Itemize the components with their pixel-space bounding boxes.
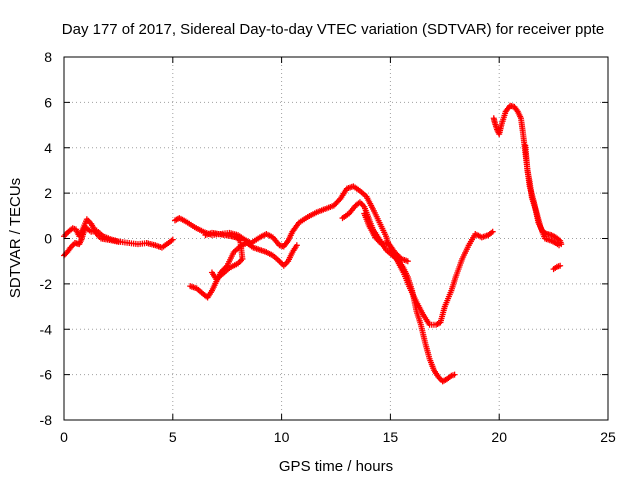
x-tick-label: 0 <box>60 429 68 445</box>
data-point <box>293 242 300 249</box>
y-tick-label: -4 <box>40 321 53 337</box>
data-point <box>451 371 458 378</box>
series-track-g <box>361 210 411 265</box>
series-track-c <box>171 183 496 328</box>
data-point <box>169 236 176 243</box>
x-tick-label: 10 <box>274 429 290 445</box>
series-track-b <box>61 216 122 245</box>
y-tick-label: 8 <box>44 49 52 65</box>
data-point <box>208 269 215 276</box>
series-track-i <box>522 142 563 249</box>
series-track-e <box>202 229 246 283</box>
x-tick-label: 20 <box>491 429 507 445</box>
data-point <box>489 228 496 235</box>
data-point <box>557 262 564 269</box>
series-track-f <box>339 199 458 385</box>
y-tick-label: 6 <box>44 94 52 110</box>
axis-ticks: 0 5 10 15 20 25 -8 -6 -4 -2 0 2 4 6 8 <box>40 49 616 445</box>
grid-lines <box>64 57 608 420</box>
x-axis-label: GPS time / hours <box>279 458 393 475</box>
y-tick-label: 4 <box>44 140 52 156</box>
y-tick-label: 2 <box>44 185 52 201</box>
x-tick-label: 25 <box>600 429 616 445</box>
series-track-d <box>187 240 300 301</box>
data-point <box>115 238 122 245</box>
data-point <box>556 242 563 249</box>
y-tick-label: -6 <box>40 367 53 383</box>
x-tick-label: 5 <box>169 429 177 445</box>
chart-title: Day 177 of 2017, Sidereal Day-to-day VTE… <box>62 21 604 38</box>
x-tick-label: 15 <box>383 429 399 445</box>
data-markers <box>61 102 565 385</box>
y-tick-label: -8 <box>40 412 53 428</box>
y-tick-label: 0 <box>44 231 52 247</box>
data-point <box>404 258 411 265</box>
y-tick-label: -2 <box>40 276 53 292</box>
y-axis-label: SDTVAR / TECUs <box>7 178 24 298</box>
series-track-j <box>550 262 564 273</box>
